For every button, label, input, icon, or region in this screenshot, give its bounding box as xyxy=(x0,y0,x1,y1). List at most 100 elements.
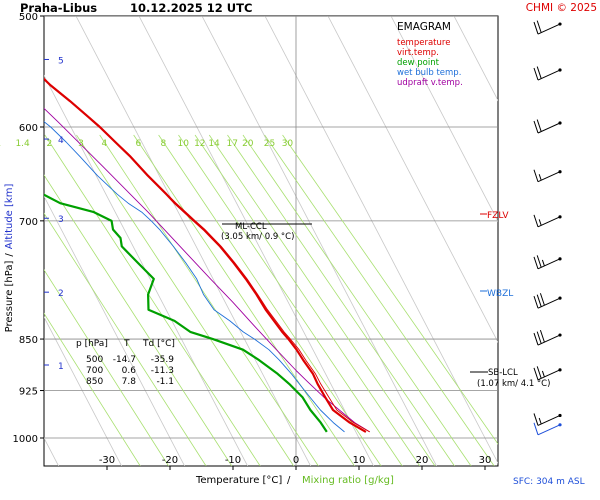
pressure-tick-label: 850 xyxy=(19,335,38,346)
copyright: CHMI © 2025 xyxy=(526,2,597,14)
mixing-ratio-line xyxy=(44,312,141,466)
wind-barb-station xyxy=(558,215,562,219)
plot-frame xyxy=(43,15,499,467)
wind-barb-flag xyxy=(536,331,542,344)
series-temperature xyxy=(44,77,367,433)
mixing-ratio-label: 4 xyxy=(101,139,107,149)
table-cell: 700 xyxy=(86,366,103,376)
mixing-ratio-line xyxy=(99,134,319,466)
wind-barb-flag xyxy=(533,332,539,346)
station-name: Praha-Libus xyxy=(20,1,97,15)
wind-barb-station xyxy=(558,68,562,72)
y-axis-title: Pressure [hPa]/Altitude [km] xyxy=(4,184,15,333)
wind-barb xyxy=(533,293,562,309)
mixing-ratio-line xyxy=(194,134,421,466)
wind-barb-flag xyxy=(533,21,539,35)
wind-barb-half-flag xyxy=(538,174,542,181)
x-axis-title-temperature: Temperature [°C] xyxy=(195,475,282,486)
wind-barb-flag xyxy=(539,329,545,343)
isotherm-line xyxy=(327,16,498,343)
wind-barb-staff xyxy=(537,369,561,381)
isotherm-line xyxy=(138,16,375,466)
mixing-ratio-line xyxy=(44,134,261,466)
wind-barb-flag xyxy=(533,120,539,134)
mixing-ratio-label: 14 xyxy=(208,139,220,149)
grid-layer xyxy=(44,16,498,466)
series-dew-point xyxy=(44,193,328,433)
isotherm-line xyxy=(44,195,186,466)
wind-barb-station xyxy=(558,257,562,261)
wind-barb-flag xyxy=(536,255,542,268)
wind-barb-half-flag xyxy=(538,417,542,425)
fzlv-label: FZLV xyxy=(487,211,509,221)
wind-barb-half-flag xyxy=(541,259,545,267)
mixing-ratio-label: 20 xyxy=(242,139,254,149)
wind-barb-staff xyxy=(537,424,561,436)
wind-barb-station xyxy=(558,413,562,418)
mixing-ratio-line xyxy=(208,134,436,466)
wind-barb-flag xyxy=(536,119,542,132)
wind-barb-staff xyxy=(537,69,561,81)
table-cell: 0.6 xyxy=(122,366,137,376)
legend-virt-temp: virt.temp. xyxy=(397,48,439,58)
mixing-ratio-layer xyxy=(44,134,498,466)
wind-barb-half-flag xyxy=(538,219,542,226)
isotherm-line xyxy=(390,16,498,223)
table-cell: -35.9 xyxy=(151,355,175,365)
mixing-ratio-line xyxy=(264,134,495,466)
legend-wet-bulb: wet bulb temp. xyxy=(397,68,461,78)
mixing-ratio-line xyxy=(242,134,472,466)
temperature-tick-label: -10 xyxy=(225,455,241,466)
wind-barb xyxy=(533,329,562,346)
wind-barb-staff xyxy=(537,334,561,346)
table-cell: -14.7 xyxy=(113,355,136,365)
pressure-tick-label: 500 xyxy=(19,12,38,23)
wind-barb xyxy=(533,413,562,426)
wind-barb-flag xyxy=(533,67,539,81)
wind-barb-flag xyxy=(533,169,539,182)
mixing-ratio-line xyxy=(158,134,382,466)
wind-barb-staff xyxy=(537,415,561,426)
mixing-ratio-line xyxy=(44,212,207,466)
wind-barb xyxy=(533,66,562,81)
altitude-tick-label: 5 xyxy=(58,56,64,66)
wind-barb-staff xyxy=(537,216,561,228)
x-axis-title-mixing: Mixing ratio [g/kg] xyxy=(302,475,394,486)
wind-barb-station xyxy=(558,296,562,300)
pressure-tick-label: 1000 xyxy=(13,434,38,445)
wind-barb-flag xyxy=(533,295,539,309)
mixing-ratio-label: 17 xyxy=(227,139,238,149)
mixing-ratio-line xyxy=(44,174,233,466)
wind-barb xyxy=(533,422,562,436)
wind-barb-flag xyxy=(539,293,545,306)
legend-dew-point: dew point xyxy=(397,58,440,68)
isotherm-line xyxy=(44,316,123,466)
wind-barb xyxy=(533,366,562,381)
temperature-tick-label: 20 xyxy=(416,455,429,466)
wind-barb-half-flag xyxy=(541,370,545,378)
table-cell: -1.1 xyxy=(156,377,174,387)
sb-lcl-value: (1.07 km/ 4.1 °C) xyxy=(477,379,550,389)
isotherm-line xyxy=(201,16,438,466)
wind-barb-station xyxy=(558,368,562,372)
mixing-ratio-line xyxy=(44,269,169,466)
isotherm-line xyxy=(453,16,498,102)
mixing-ratio-line xyxy=(227,134,455,466)
pressure-tick-label: 925 xyxy=(19,387,38,398)
mixing-ratio-line xyxy=(282,134,498,445)
ml-ccl-value: (3.05 km/ 0.9 °C) xyxy=(221,232,294,242)
wind-barb-staff xyxy=(537,122,561,134)
x-axis-title-sep: / xyxy=(287,475,291,486)
wind-barb-flag xyxy=(536,366,542,379)
surface-elevation: SFC: 304 m ASL xyxy=(513,477,585,487)
series-wet-bulb-temp xyxy=(44,121,345,433)
wind-barb xyxy=(533,214,562,228)
mixing-ratio-label: 2 xyxy=(47,139,53,149)
wind-barb-flag xyxy=(533,367,539,381)
tick-layer: 0.40.611.4234681012141720253050060070085… xyxy=(0,12,491,470)
temperature-tick-label: -30 xyxy=(99,455,115,466)
altitude-tick-label: 4 xyxy=(58,136,64,146)
wind-barb-flag xyxy=(533,422,539,435)
wind-barb-staff xyxy=(537,23,561,35)
